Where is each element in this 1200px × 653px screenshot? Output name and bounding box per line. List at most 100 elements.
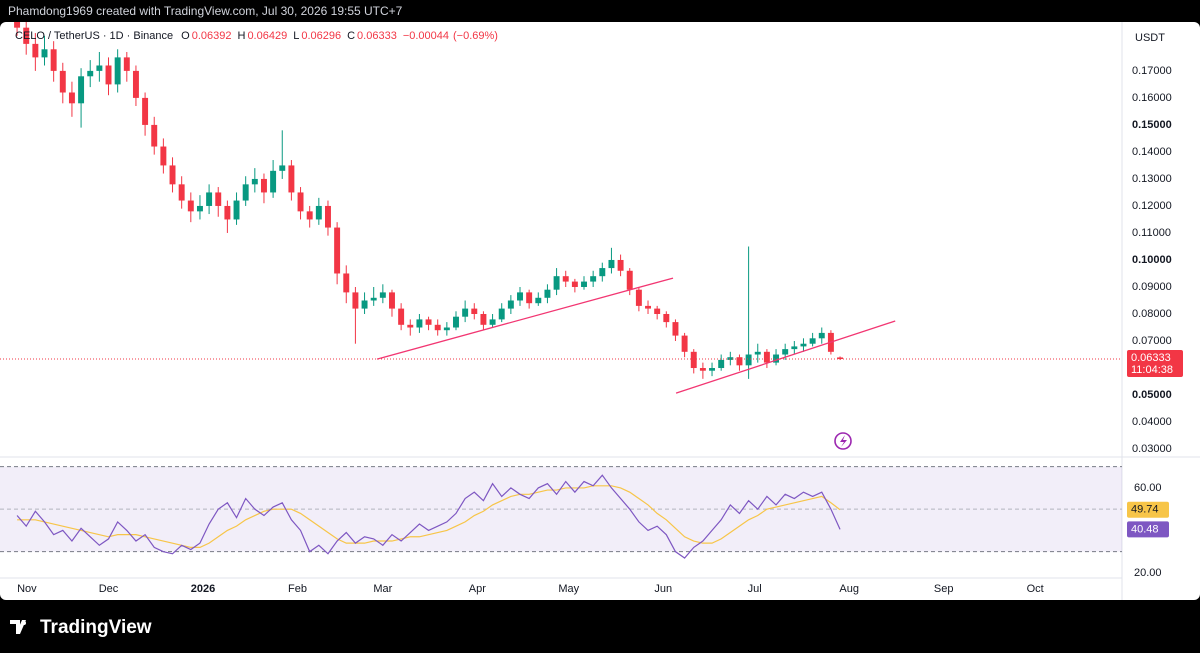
candle-body	[462, 308, 469, 317]
candle-body	[160, 146, 167, 166]
candle-body	[187, 200, 194, 212]
candle-body	[736, 357, 743, 366]
y-tick-label: 0.16000	[1132, 92, 1172, 104]
candle-body	[453, 316, 459, 328]
candle-body	[553, 276, 560, 290]
candle-body	[297, 192, 304, 212]
trend-line	[675, 320, 896, 394]
candle-body	[809, 338, 816, 344]
candle-body	[233, 200, 240, 220]
candle-body	[379, 292, 386, 298]
candle-body	[635, 289, 642, 306]
candle-body	[800, 343, 807, 347]
currency-label: USDT	[1135, 32, 1165, 44]
candle-body	[306, 211, 313, 220]
countdown: 11:04:38	[1131, 364, 1173, 376]
symbol-title: CELO / TetherUS · 1D · Binance	[15, 30, 174, 42]
candle-body	[562, 276, 569, 282]
candle-body	[288, 165, 295, 193]
candle-body	[132, 70, 139, 98]
candle-body	[498, 308, 505, 320]
candle-body	[105, 65, 112, 85]
candle-body	[78, 76, 85, 104]
candle-body	[654, 308, 661, 314]
x-tick-label: 2026	[191, 583, 215, 595]
rsi-ma-label-box	[1127, 501, 1169, 518]
candle-body	[361, 300, 368, 309]
candle-body	[142, 97, 149, 125]
candle-body	[251, 178, 258, 185]
candle-body	[32, 43, 39, 58]
y-tick-label: 0.17000	[1132, 65, 1172, 77]
candle-body	[663, 313, 670, 323]
candle-body	[718, 359, 725, 369]
candle-body	[68, 92, 75, 104]
candle-body	[196, 205, 203, 212]
y-tick-label: 0.15000	[1132, 119, 1172, 131]
candle-body	[416, 319, 423, 328]
ohlc-value: 0.06333	[357, 30, 397, 42]
ohlc-key: C	[347, 30, 356, 42]
candle-body	[279, 165, 286, 171]
rsi-tick-label: 60.00	[1134, 482, 1162, 494]
y-tick-label: 0.09000	[1132, 281, 1172, 293]
x-tick-label: Dec	[99, 583, 119, 595]
x-tick-label: Feb	[288, 583, 307, 595]
candle-body	[571, 281, 578, 287]
brand-name: TradingView	[40, 617, 152, 638]
candle-body	[581, 281, 587, 287]
y-tick-label: 0.04000	[1132, 416, 1172, 428]
rsi-line	[16, 474, 841, 559]
candle-body	[599, 268, 606, 277]
candle-body	[215, 192, 222, 206]
y-tick-label: 0.10000	[1132, 254, 1172, 266]
ohlc-key: O	[181, 30, 190, 42]
candle-body	[14, 22, 21, 28]
candle-body	[23, 27, 30, 44]
rsi-ma-label: 49.74	[1131, 504, 1159, 516]
change-pct: (−0.69%)	[453, 30, 498, 42]
candle-body	[151, 124, 158, 147]
ohlc-value: 0.06429	[247, 30, 288, 42]
candle-body	[96, 65, 103, 71]
candle-body	[398, 308, 405, 325]
candle-body	[709, 368, 716, 371]
candle-body	[242, 184, 249, 201]
candle-body	[672, 322, 679, 336]
candle-body	[389, 292, 395, 309]
credit: Phamdong1969 created with TradingView.co…	[8, 4, 403, 18]
candle-body	[480, 313, 487, 325]
candle-body	[370, 297, 377, 301]
x-tick-label: Sep	[934, 583, 954, 595]
candle-body	[681, 335, 688, 352]
alert-icon	[834, 432, 852, 450]
candle-body	[773, 354, 780, 363]
price-pane	[14, 22, 896, 394]
x-tick-label: May	[558, 583, 579, 595]
y-tick-label: 0.05000	[1132, 389, 1172, 401]
candle-body	[270, 170, 277, 193]
ohlc-key: H	[237, 30, 246, 42]
candle-body	[123, 57, 130, 71]
candle-body	[50, 49, 57, 71]
candle-body	[590, 276, 597, 282]
candle-body	[507, 300, 514, 309]
change: −0.00044	[402, 30, 449, 42]
brand-logo	[10, 620, 26, 634]
x-tick-label: Jul	[748, 583, 762, 595]
candle-body	[837, 357, 844, 360]
candle-body	[352, 292, 359, 309]
candle-body	[407, 324, 414, 328]
candle-body	[791, 346, 798, 350]
candle-body	[526, 292, 533, 304]
y-tick-label: 0.11000	[1132, 227, 1171, 239]
x-tick-label: Oct	[1027, 583, 1044, 595]
y-tick-label: 0.12000	[1132, 200, 1172, 212]
candle-body	[471, 308, 478, 314]
ohlc-value: 0.06392	[191, 30, 232, 42]
candle-body	[690, 351, 697, 369]
x-tick-label: Apr	[469, 583, 486, 595]
candle-body	[178, 184, 185, 201]
